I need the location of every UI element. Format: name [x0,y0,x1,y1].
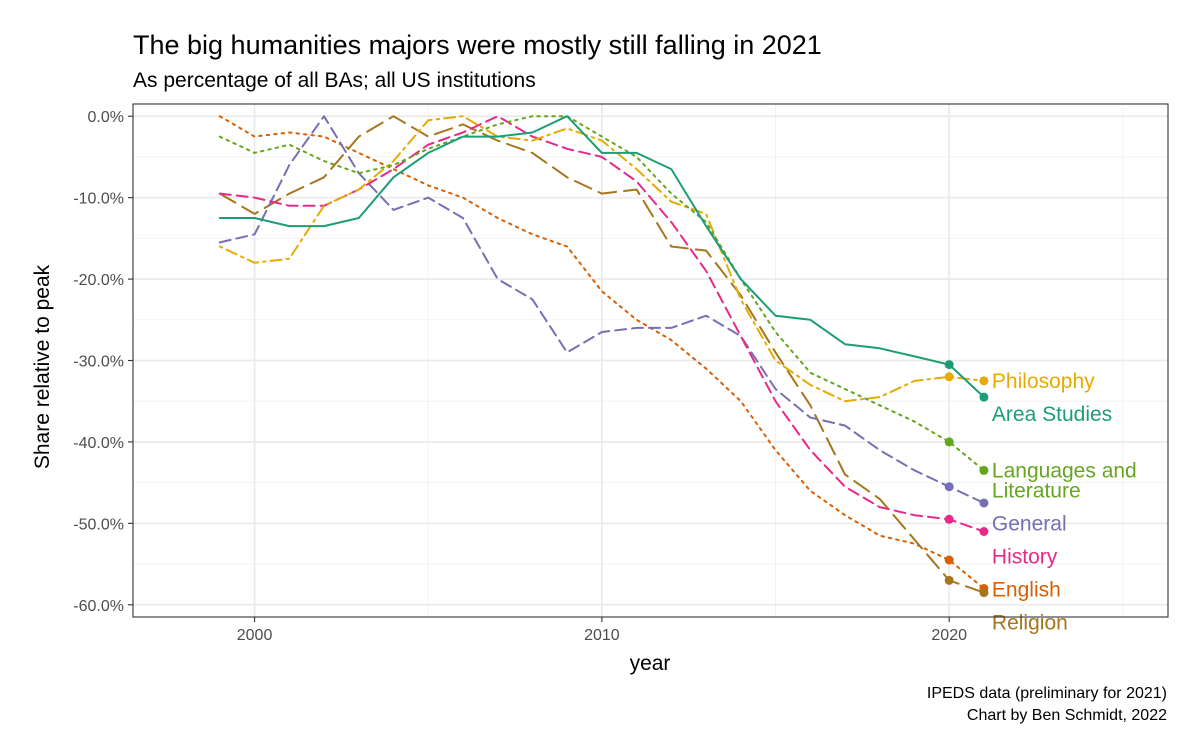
series-labels: Philosophy Area Studies Languages andLiter… [992,370,1137,635]
y-axis: 0.0% -10.0% -20.0% -30.0% -40.0% -50.0% -60.0% [73,109,133,615]
series-label-area-studies: Area Studies [992,403,1112,426]
series-label-religion: Religion [992,611,1068,634]
x-tick-label: 2010 [584,627,620,644]
y-axis-label: Share relative to peak [31,264,54,469]
caption-line: IPEDS data (preliminary for 2021) [927,685,1167,702]
series-line-philosophy [218,115,985,403]
point-general-2020 [944,482,954,492]
series-line-general [218,115,985,504]
caption-line: Chart by Ben Schmidt, 2022 [967,707,1167,724]
y-tick-label: -60.0% [73,598,124,615]
chart-subtitle: As percentage of all BAs; all US institu… [133,69,536,92]
series-line-area-studies [218,115,985,399]
point-languages-and-literature-2021 [979,465,989,475]
series-label-languages-and-literature: Languages and [992,459,1137,482]
point-languages-and-literature-2020 [944,437,954,447]
series-line-languages-and-literature [218,115,985,472]
chart-title: The big humanities majors were mostly st… [133,30,822,60]
point-general-2021 [979,498,989,508]
series-line-religion [218,115,985,594]
series-line-history [218,115,985,533]
major-gridlines [133,104,1168,617]
point-history-2021 [979,527,989,536]
y-tick-label: -50.0% [73,516,124,533]
x-axis: 2000 2010 2020 [237,617,967,644]
series-label-languages-and-literature: Literature [992,479,1081,502]
point-area-studies-2020 [944,360,954,370]
point-philosophy-2021 [979,376,989,386]
series-label-history: History [992,545,1058,568]
point-history-2020 [944,514,954,524]
minor-gridlines [133,104,1168,617]
end-points [944,360,989,598]
point-religion-2020 [944,575,954,585]
point-philosophy-2020 [944,372,954,382]
x-axis-label: year [630,652,671,675]
x-tick-label: 2000 [237,627,273,644]
y-tick-label: -40.0% [73,435,124,452]
series-label-general: General [992,512,1067,535]
chart-caption: IPEDS data (preliminary for 2021) Chart … [927,685,1167,724]
y-tick-label: -10.0% [73,191,124,208]
series-lines [218,115,985,594]
series-label-english: English [992,578,1061,601]
series-line-english [218,115,985,590]
point-area-studies-2021 [979,392,989,402]
series-label-philosophy: Philosophy [992,370,1095,393]
y-tick-label: -30.0% [73,354,124,371]
point-religion-2021 [979,588,989,598]
point-english-2020 [944,555,954,565]
x-tick-label: 2020 [931,627,967,644]
y-tick-label: 0.0% [88,109,124,126]
y-tick-label: -20.0% [73,272,124,289]
